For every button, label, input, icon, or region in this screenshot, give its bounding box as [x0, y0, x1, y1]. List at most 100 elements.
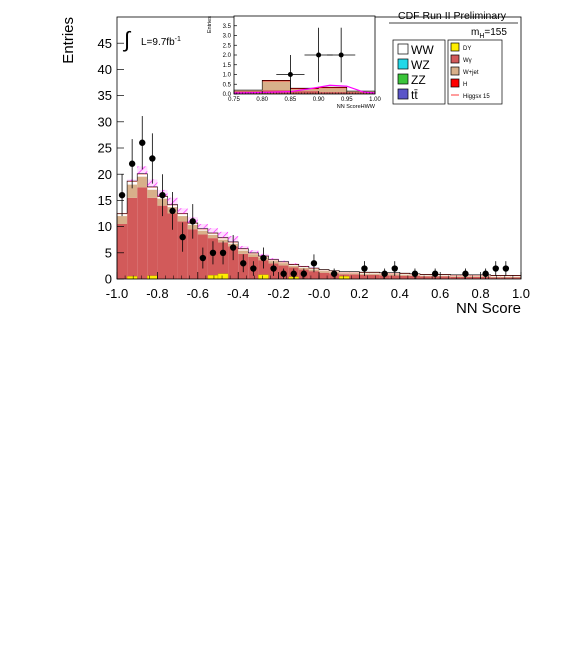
bar-h-3 — [318, 87, 347, 89]
bar-wjet-22 — [339, 273, 350, 275]
bar-wjet-1 — [127, 184, 138, 198]
x-tick-label-0-1: -0.8 — [146, 286, 168, 301]
bar-w-5 — [167, 213, 178, 279]
data-point-1 — [316, 52, 322, 58]
data-point-13 — [250, 265, 257, 272]
y-tick-label-1-1: 0.5 — [223, 82, 232, 88]
bar-ww-6 — [177, 213, 188, 217]
data-point-6 — [179, 233, 186, 241]
bar-wjet-3 — [147, 189, 158, 198]
bar-ww-38 — [500, 275, 512, 278]
bar-wjet-37 — [490, 276, 501, 278]
bar-wjet-25 — [369, 273, 380, 275]
bar-wjet-10 — [218, 239, 229, 243]
bar-w-25 — [369, 274, 380, 279]
bar-w-28 — [399, 275, 410, 279]
legend-swatch-wjet — [450, 66, 460, 76]
bar-w-39 — [510, 277, 521, 279]
data-point-22 — [381, 270, 388, 277]
bar-w-38 — [500, 277, 511, 279]
legend-swatch-h — [450, 78, 460, 88]
data-point-17 — [290, 270, 297, 277]
y-tick-label-1-0: 0.0 — [223, 92, 232, 98]
bar-h-1 — [262, 80, 291, 82]
uncertainty-band-18 — [298, 265, 309, 267]
bar-ww-25 — [369, 272, 380, 274]
higgs-signal-curve — [233, 84, 376, 94]
data-point-10 — [219, 249, 227, 256]
uncertainty-band-13 — [248, 250, 259, 253]
bar-w-19 — [308, 271, 319, 279]
uncertainty-band-9 — [207, 228, 218, 233]
x-tick-label-0-4: -0.2 — [267, 286, 289, 301]
bar-ww-3 — [147, 187, 158, 191]
bar-ww-22 — [339, 272, 350, 274]
y-tick-label-0-6: 30 — [98, 114, 112, 129]
lumi-label: L=9.7fb-1 — [141, 36, 181, 48]
bar-wjet-3 — [318, 88, 347, 93]
data-point-3 — [149, 155, 156, 162]
bar-ww-30 — [419, 274, 431, 277]
data-point-29 — [502, 265, 510, 272]
uncertainty-band-2 — [137, 166, 148, 174]
x-tick-label-1-2: 0.85 — [285, 97, 297, 103]
y-tick-label-0-9: 45 — [98, 36, 112, 51]
data-point-18 — [300, 270, 308, 277]
lumi-sup: -1 — [175, 36, 181, 43]
data-point-16 — [280, 270, 287, 277]
y-tick-label-0-5: 25 — [98, 141, 112, 156]
data-point-19 — [310, 260, 318, 267]
uncertainty-band-12 — [238, 245, 249, 249]
bar-wjet-33 — [450, 276, 461, 277]
bar-ww-13 — [248, 253, 259, 255]
bar-w-1 — [127, 197, 138, 279]
data-point-4 — [159, 191, 166, 199]
x-tick-label-1-1: 0.80 — [256, 97, 268, 103]
bar-ww-39 — [510, 275, 522, 278]
legend-label-w: Wγ — [463, 58, 472, 64]
x-tick-label-1-0: 0.75 — [228, 97, 240, 103]
x-axis-title-0: NN Score — [456, 300, 521, 317]
legend-label-higgsx15: Higgsx 15 — [463, 94, 490, 100]
x-tick-label-0-5: -0.0 — [308, 286, 330, 301]
bar-h-2 — [290, 88, 319, 90]
bar-wjet-30 — [420, 275, 431, 277]
bar-ww-28 — [399, 273, 411, 275]
data-point-7 — [189, 218, 196, 225]
bar-wjet-12 — [238, 250, 249, 254]
y-tick-label-1-6: 3.0 — [223, 34, 232, 40]
mass-label-main: m — [471, 27, 479, 38]
y-tick-label-0-2: 10 — [98, 219, 112, 234]
x-tick-label-0-2: -0.6 — [187, 286, 209, 301]
legend-swatch-zz — [397, 73, 409, 85]
bar-ww-17 — [288, 264, 299, 267]
x-tick-label-0-6: 0.2 — [350, 286, 368, 301]
data-point-1 — [128, 160, 136, 167]
data-point-2 — [338, 52, 344, 58]
data-point-0 — [118, 191, 126, 199]
bar-w-23 — [349, 274, 360, 279]
bar-dy-9 — [207, 275, 219, 280]
data-point-20 — [330, 270, 338, 277]
bar-wjet-13 — [248, 254, 259, 257]
bar-wjet-6 — [177, 216, 188, 222]
y-tick-label-0-7: 35 — [98, 88, 112, 103]
mass-label: mH=155 — [471, 27, 507, 40]
bar-wjet-20 — [319, 271, 330, 273]
data-point-28 — [492, 265, 499, 272]
bar-w-32 — [440, 276, 451, 279]
bar-ww-18 — [298, 266, 310, 269]
legend-swatch-ww — [397, 43, 409, 55]
bar-wjet-8 — [197, 230, 208, 235]
mass-label-value: =155 — [484, 27, 507, 38]
y-tick-label-0-8: 40 — [98, 62, 112, 77]
data-point-23 — [391, 265, 398, 272]
bar-ww-10 — [217, 237, 229, 240]
bar-ww-35 — [470, 275, 481, 277]
bar-dy-3 — [147, 275, 158, 280]
bar-wjet-9 — [207, 234, 218, 239]
legend-swatch-dy — [450, 42, 460, 52]
uncertainty-band-17 — [288, 263, 299, 265]
uncertainty-band-10 — [218, 231, 229, 238]
integral-sign: ∫ — [122, 27, 132, 52]
